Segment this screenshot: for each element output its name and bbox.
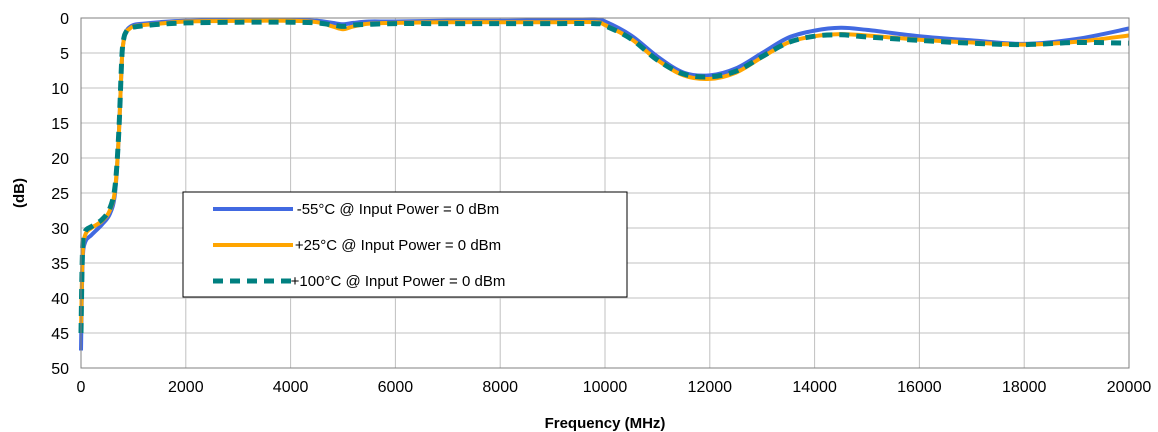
x-tick-label: 4000: [273, 379, 309, 396]
legend-label: -55°C @ Input Power = 0 dBm: [297, 201, 500, 218]
y-tick-label: 50: [51, 361, 69, 378]
y-tick-label: 15: [51, 116, 69, 133]
y-tick-label: 35: [51, 256, 69, 273]
y-tick-label: 10: [51, 81, 69, 98]
y-tick-label: 0: [60, 11, 69, 28]
x-tick-label: 8000: [482, 379, 518, 396]
y-axis-title: (dB): [11, 178, 28, 208]
x-tick-label: 2000: [168, 379, 204, 396]
y-tick-label: 30: [51, 221, 69, 238]
plot-area-border: [80, 17, 1130, 369]
x-tick-label: 20000: [1107, 379, 1152, 396]
x-tick-label: 10000: [583, 379, 628, 396]
series-layer: [78, 17, 1130, 351]
x-tick-labels: 0 2000 4000 6000 8000 10000 12000 14000 16000 180…: [77, 379, 1152, 396]
x-axis-title: Frequency (MHz): [545, 415, 666, 432]
x-tick-label: 0: [77, 379, 86, 396]
y-tick-label: 45: [51, 326, 69, 343]
x-tick-label: 6000: [378, 379, 414, 396]
y-tick-labels: 0 5 10 15 20 25 30 35 40 45 50: [51, 11, 69, 378]
y-tick-label: 20: [51, 151, 69, 168]
x-tick-label: 14000: [792, 379, 837, 396]
legend-label: +25°C @ Input Power = 0 dBm: [295, 237, 501, 254]
legend-label: +100°C @ Input Power = 0 dBm: [291, 273, 506, 290]
series-line-100-c-input-power-0-dbm: [78, 19, 1130, 334]
y-tick-label: 40: [51, 291, 69, 308]
y-tick-label: 25: [51, 186, 69, 203]
legend: -55°C @ Input Power = 0 dBm +25°C @ Input…: [182, 191, 628, 298]
x-tick-label: 18000: [1002, 379, 1047, 396]
y-tick-label: 5: [60, 46, 69, 63]
x-tick-label: 16000: [897, 379, 942, 396]
x-tick-label: 12000: [688, 379, 733, 396]
